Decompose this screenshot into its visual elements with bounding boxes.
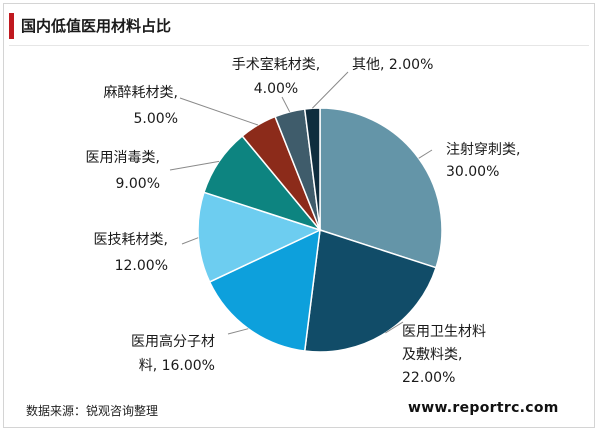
title-divider xyxy=(9,45,589,46)
data-label-dressing: 医用卫生材料及敷料类, 22.00% xyxy=(402,324,486,386)
leader-line-anesthesia xyxy=(179,97,259,126)
leader-line-other xyxy=(311,71,349,109)
pie-slice-injection xyxy=(319,107,443,269)
data-label-injection: 注射穿刺类, 30.00% xyxy=(446,142,520,180)
data-label-other: 其他, 2.00% xyxy=(352,57,433,73)
data-label-disinfect: 医用消毒类, 9.00% xyxy=(86,150,160,192)
leader-line-surgery xyxy=(281,96,291,113)
chart-title: 国内低值医用材料占比 xyxy=(21,17,172,35)
data-label-surgery: 手术室耗材类, 4.00% xyxy=(232,56,320,97)
title-accent-bar xyxy=(9,13,14,39)
leader-line-disinfect xyxy=(169,160,220,171)
source-note: 数据来源：锐观咨询整理 xyxy=(26,404,159,418)
data-label-anesthesia: 麻醉耗材类, 5.00% xyxy=(104,85,178,127)
leader-line-lab xyxy=(181,237,199,245)
data-label-polymer: 医用高分子材料, 16.00% xyxy=(131,333,215,374)
leader-line-injection xyxy=(418,149,433,159)
leader-line-polymer xyxy=(227,328,249,335)
data-label-lab: 医技耗材类, 12.00% xyxy=(94,232,168,274)
website-url: www.reportrc.com xyxy=(408,400,559,416)
leader-line-dressing xyxy=(385,321,404,334)
